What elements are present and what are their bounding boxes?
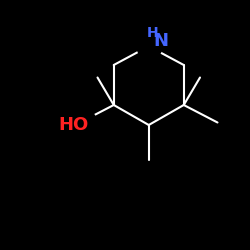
Text: HO: HO	[58, 116, 89, 134]
Text: N: N	[154, 32, 169, 50]
Text: H: H	[147, 26, 158, 40]
